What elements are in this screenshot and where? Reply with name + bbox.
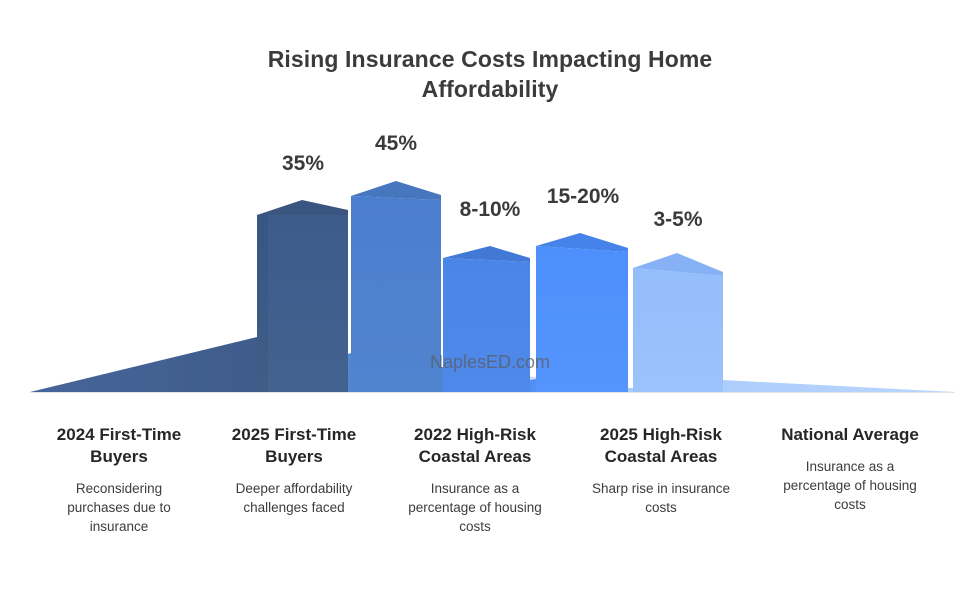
category-desc-line: insurance xyxy=(89,519,149,534)
category-desc-line: costs xyxy=(645,500,677,515)
category-national-average[interactable]: National Average Insurance as a percenta… xyxy=(750,424,950,514)
title-line-1: Rising Insurance Costs Impacting Home xyxy=(267,46,713,72)
category-name-2024-first-time-buyers: 2024 First-Time Buyers xyxy=(19,424,219,468)
bar-3-front-face xyxy=(443,258,530,392)
category-name-line: Buyers xyxy=(265,447,323,466)
category-2022-high-risk-coastal-areas[interactable]: 2022 High-Risk Coastal Areas Insurance a… xyxy=(370,424,580,536)
category-name-line: Buyers xyxy=(90,447,148,466)
category-2024-first-time-buyers[interactable]: 2024 First-Time Buyers Reconsidering pur… xyxy=(19,424,219,536)
bar-3-top-face xyxy=(443,246,530,262)
bar-4-top-face xyxy=(536,233,628,252)
bar-2024-first-time-buyers[interactable] xyxy=(257,200,348,392)
category-desc-line: Reconsidering xyxy=(75,481,163,496)
bar-5-front-face xyxy=(633,268,723,392)
category-name-2022-high-risk-coastal-areas: 2022 High-Risk Coastal Areas xyxy=(370,424,580,468)
category-desc-line: percentage of housing xyxy=(783,478,917,493)
category-desc-line: Sharp rise in insurance xyxy=(591,481,731,496)
category-desc-line: Deeper affordability xyxy=(235,481,353,496)
title-line-2: Affordability xyxy=(421,76,559,102)
value-label-2025-high-risk-coastal-areas: 15-20% xyxy=(546,185,620,208)
floor-segment-2b xyxy=(441,367,443,392)
value-label-national-average: 3-5% xyxy=(653,208,703,231)
category-desc-line: costs xyxy=(834,497,866,512)
category-desc-line: percentage of housing xyxy=(408,500,542,515)
value-label-2022-high-risk-coastal-areas: 8-10% xyxy=(459,198,521,221)
category-desc-line: costs xyxy=(459,519,491,534)
category-name-line: Coastal Areas xyxy=(604,447,718,466)
category-name-line: 2025 High-Risk xyxy=(600,425,722,444)
bar-2022-high-risk-coastal-areas[interactable] xyxy=(443,246,530,392)
category-desc-2024-first-time-buyers: Reconsidering purchases due to insurance xyxy=(19,479,219,536)
chart-plot-area xyxy=(30,181,955,393)
bar-5-top-face xyxy=(633,253,723,276)
value-label-2025-first-time-buyers: 45% xyxy=(374,132,418,155)
value-label-2024-first-time-buyers: 35% xyxy=(281,152,325,175)
bar-1-front-face xyxy=(257,215,348,392)
category-2025-first-time-buyers[interactable]: 2025 First-Time Buyers Deeper affordabil… xyxy=(194,424,394,517)
bar-1-top-face xyxy=(257,200,348,215)
category-2025-high-risk-coastal-areas[interactable]: 2025 High-Risk Coastal Areas Sharp rise … xyxy=(556,424,766,517)
category-name-line: 2022 High-Risk xyxy=(414,425,536,444)
category-desc-2025-first-time-buyers: Deeper affordability challenges faced xyxy=(194,479,394,517)
category-desc-line: purchases due to xyxy=(67,500,171,515)
bar-1-left-shadow xyxy=(257,215,268,392)
bar-2025-high-risk-coastal-areas[interactable] xyxy=(536,233,628,392)
bar-2-top-face xyxy=(351,181,441,200)
category-name-line: Coastal Areas xyxy=(418,447,532,466)
category-name-2025-first-time-buyers: 2025 First-Time Buyers xyxy=(194,424,394,468)
bar-2-front-face xyxy=(351,196,441,392)
bar-4-front-face xyxy=(536,246,628,392)
category-desc-line: Insurance as a xyxy=(430,481,520,496)
category-name-line: 2024 First-Time xyxy=(56,425,182,444)
bar-2025-first-time-buyers[interactable] xyxy=(351,181,441,392)
category-legend: 2024 First-Time Buyers Reconsidering pur… xyxy=(0,424,980,584)
category-name-national-average: National Average xyxy=(750,424,950,446)
category-desc-line: Insurance as a xyxy=(805,459,895,474)
category-desc-2022-high-risk-coastal-areas: Insurance as a percentage of housing cos… xyxy=(370,479,580,536)
category-name-2025-high-risk-coastal-areas: 2025 High-Risk Coastal Areas xyxy=(556,424,766,468)
page-title: Rising Insurance Costs Impacting Home Af… xyxy=(0,44,980,104)
category-name-line: National Average xyxy=(781,425,919,444)
category-desc-national-average: Insurance as a percentage of housing cos… xyxy=(750,457,950,514)
category-name-line: 2025 First-Time xyxy=(231,425,357,444)
bar-national-average[interactable] xyxy=(633,253,723,392)
bar-chart-svg xyxy=(30,181,955,393)
category-desc-line: challenges faced xyxy=(243,500,345,515)
category-desc-2025-high-risk-coastal-areas: Sharp rise in insurance costs xyxy=(556,479,766,517)
